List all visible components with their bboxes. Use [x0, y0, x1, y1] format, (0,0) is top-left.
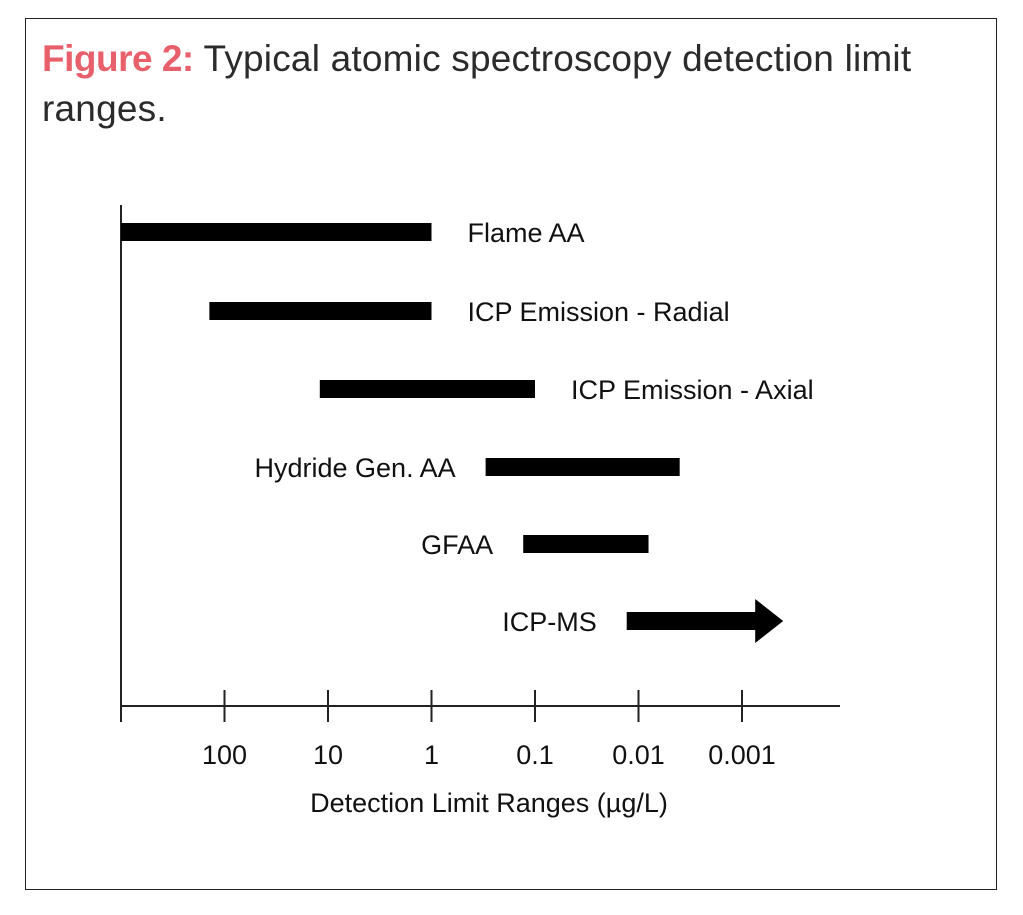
figure-caption: Figure 2: Typical atomic spectroscopy de… [42, 34, 942, 134]
range-label-4: GFAA [421, 530, 493, 560]
x-tick-label: 10 [313, 740, 343, 770]
x-axis-ticks: 100 10 1 0.1 0.01 0.001 [120, 690, 776, 770]
x-axis-title: Detection Limit Ranges (µg/L) [310, 788, 668, 818]
range-labels: Flame AA ICP Emission - Radial ICP Emissio… [255, 218, 814, 637]
x-tick-label: 1 [424, 740, 439, 770]
range-bar-3 [485, 458, 680, 476]
range-label-5: ICP-MS [502, 607, 597, 637]
x-tick-label: 0.1 [516, 740, 554, 770]
x-tick-label: 0.001 [708, 740, 776, 770]
range-bar-0 [121, 223, 432, 241]
range-label-2: ICP Emission - Axial [571, 375, 814, 405]
range-bar-2 [319, 380, 535, 398]
range-label-0: Flame AA [468, 218, 585, 248]
range-bars [121, 223, 784, 643]
range-bar-1 [209, 302, 432, 320]
figure-number: Figure 2: [42, 38, 194, 79]
range-label-1: ICP Emission - Radial [468, 297, 730, 327]
x-tick-label: 100 [202, 740, 247, 770]
figure-frame [25, 18, 997, 890]
x-tick-label: 0.01 [612, 740, 665, 770]
figure-caption-text: Typical atomic spectroscopy detection li… [42, 38, 912, 129]
range-bar-4 [523, 535, 649, 553]
range-arrow-5 [626, 599, 784, 643]
range-label-3: Hydride Gen. AA [255, 453, 456, 483]
